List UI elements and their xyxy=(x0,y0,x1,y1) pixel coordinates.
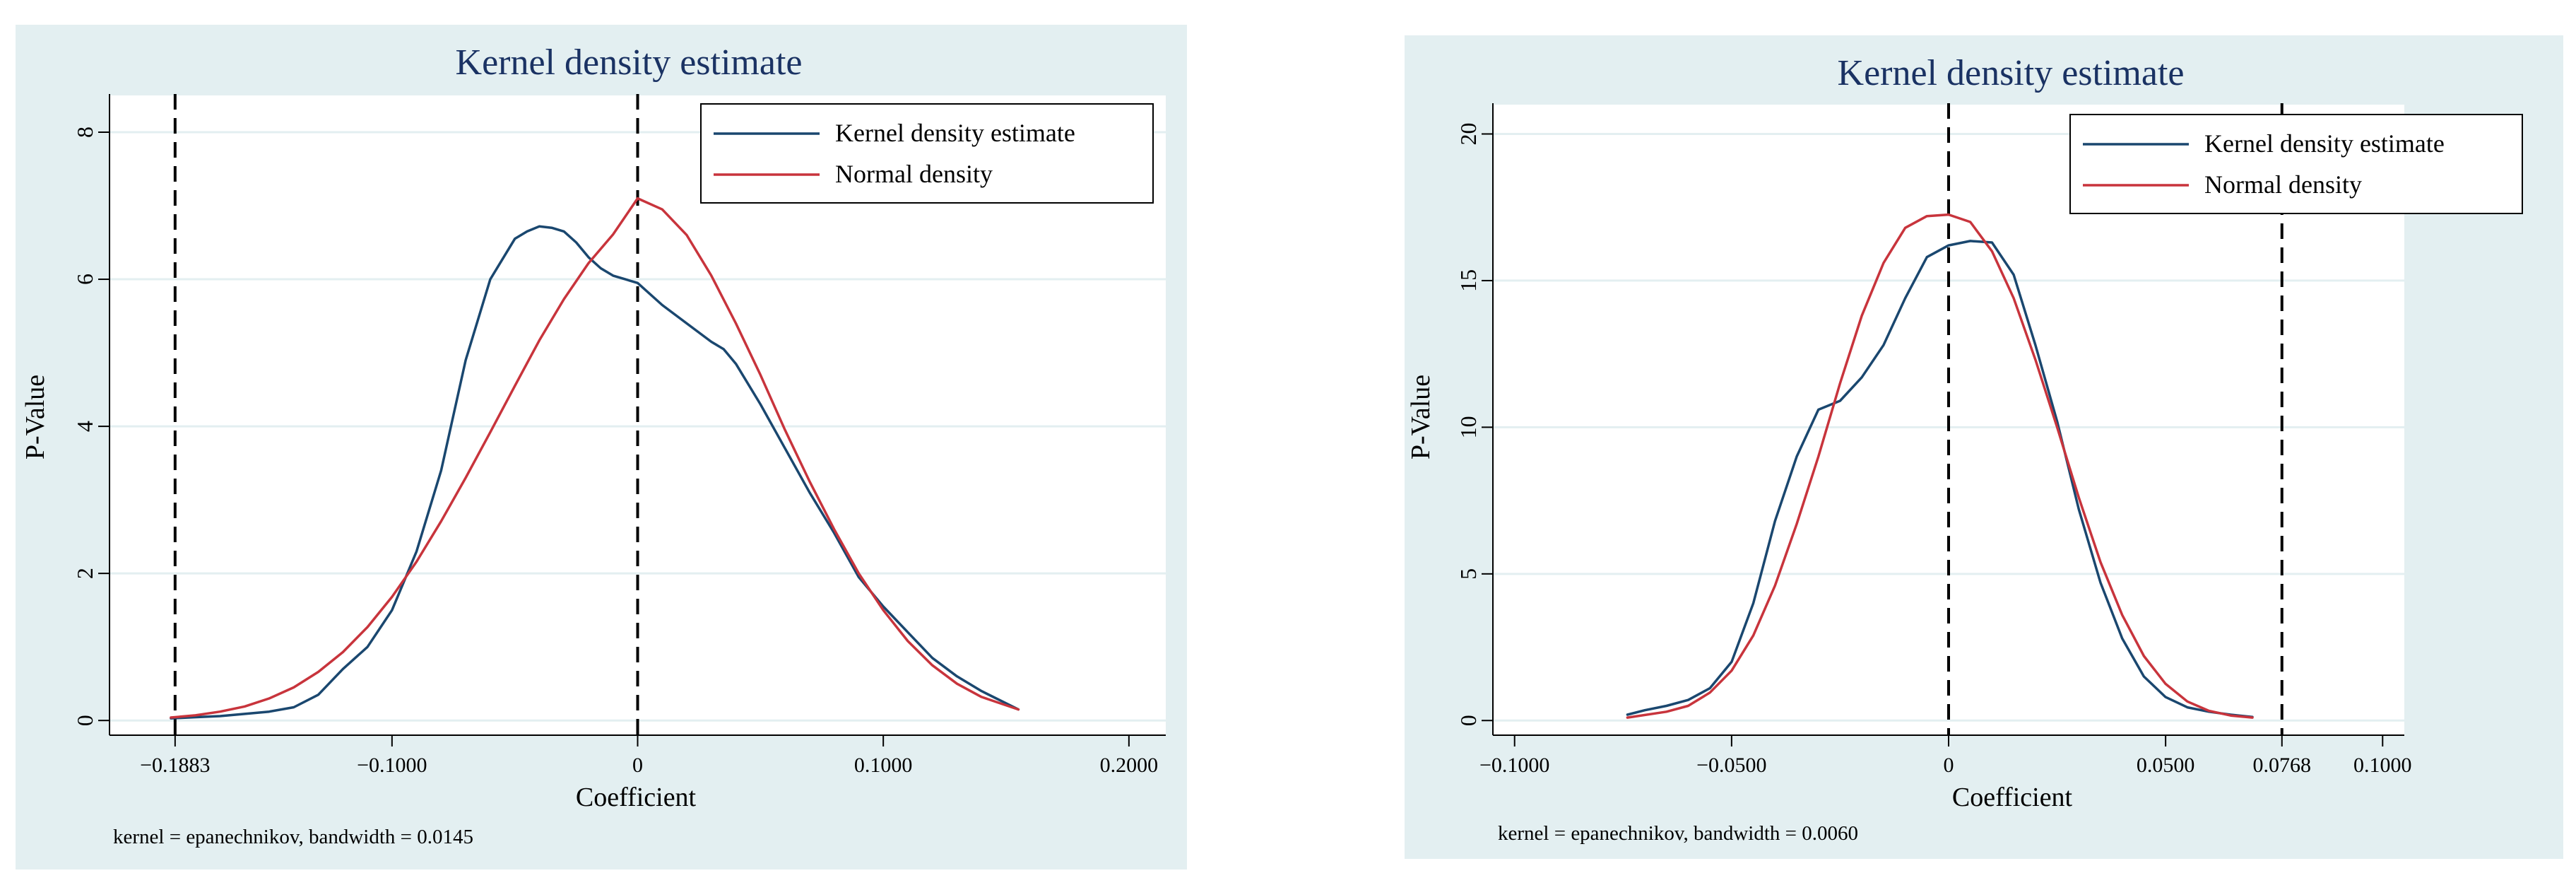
legend-label: Normal density xyxy=(2204,170,2362,199)
x-tick-label: −0.1000 xyxy=(1479,754,1549,777)
x-tick-label: 0.1000 xyxy=(854,754,913,777)
x-axis-title: Coefficient xyxy=(1952,783,2073,812)
y-axis-title: P-Value xyxy=(20,375,50,459)
x-axis-title: Coefficient xyxy=(576,783,697,812)
x-tick-label: 0.2000 xyxy=(1100,754,1159,777)
y-tick-label: 2 xyxy=(72,568,98,579)
normal-density-line xyxy=(1626,213,2254,719)
x-tick-label: 0.0500 xyxy=(2137,754,2195,777)
chart-note: kernel = epanechnikov, bandwidth = 0.014… xyxy=(113,826,473,848)
chart-note: kernel = epanechnikov, bandwidth = 0.006… xyxy=(1498,822,1858,845)
x-tick-label: 0 xyxy=(632,754,643,777)
x-tick-label: 0.1000 xyxy=(2353,754,2412,777)
x-tick-label: 0.0768 xyxy=(2253,754,2312,777)
kernel-density-line xyxy=(1626,240,2254,719)
kernel-density-chart-right: 0 5 10 15 20 −0.1000 −0.0500 0 0.0500 0.0768 0.100… xyxy=(1405,35,2563,859)
legend-box xyxy=(700,103,1154,204)
legend-box xyxy=(2069,114,2523,214)
chart-panel-right: 0 5 10 15 20 −0.1000 −0.0500 0 0.0500 0.0768 0.100… xyxy=(1288,0,2576,890)
y-tick-label: 6 xyxy=(72,274,98,285)
legend-label: Normal density xyxy=(835,160,993,188)
y-tick-label: 15 xyxy=(1455,269,1481,292)
x-tick-label: −0.1000 xyxy=(357,754,427,777)
kernel-density-chart-left: 0 2 4 6 8 −0.1883 −0.1000 0 0.1000 0.2000 Kernel d… xyxy=(16,25,1187,869)
chart-title: Kernel density estimate xyxy=(1838,53,2185,93)
chart-title: Kernel density estimate xyxy=(456,42,803,83)
legend-label: Kernel density estimate xyxy=(2204,129,2445,158)
kernel-density-line xyxy=(170,225,1020,720)
y-tick-label: 8 xyxy=(72,127,98,138)
y-tick-label: 20 xyxy=(1455,122,1481,145)
y-tick-label: 0 xyxy=(72,715,98,726)
chart-panel-left: 0 2 4 6 8 −0.1883 −0.1000 0 0.1000 0.2000 Kernel d… xyxy=(16,25,1187,869)
y-tick-label: 4 xyxy=(72,421,98,432)
y-tick-label: 5 xyxy=(1455,568,1481,580)
y-tick-label: 10 xyxy=(1455,416,1481,438)
y-tick-label: 0 xyxy=(1455,715,1481,726)
x-tick-label: −0.0500 xyxy=(1696,754,1766,777)
y-axis-title: P-Value xyxy=(1406,375,1436,459)
legend-label: Kernel density estimate xyxy=(835,119,1075,147)
x-tick-label: 0 xyxy=(1944,754,1954,777)
normal-density-line xyxy=(170,197,1020,719)
x-tick-label: −0.1883 xyxy=(140,754,210,777)
